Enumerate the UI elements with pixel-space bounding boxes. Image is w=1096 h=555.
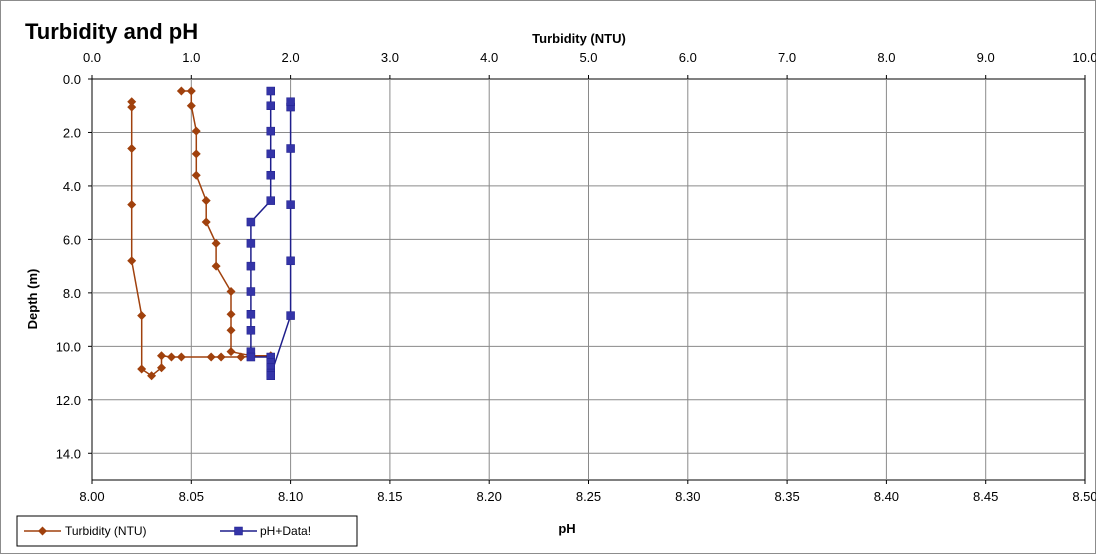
data-point-diamond	[157, 363, 167, 373]
data-point-diamond	[176, 86, 186, 96]
x-top-tick-label: 8.0	[877, 50, 895, 65]
data-point-square	[266, 371, 275, 380]
data-point-square	[286, 200, 295, 209]
data-point-diamond	[127, 144, 137, 154]
data-point-diamond	[127, 97, 137, 107]
gridlines	[92, 79, 1085, 480]
y-tick-label: 4.0	[63, 179, 81, 194]
data-point-diamond	[211, 238, 221, 248]
x-top-tick-label: 0.0	[83, 50, 101, 65]
data-point-diamond	[201, 217, 211, 227]
x-bottom-tick-label: 8.15	[377, 489, 402, 504]
data-point-square	[246, 217, 256, 227]
chart-title: Turbidity and pH	[25, 19, 198, 44]
data-point-diamond	[137, 364, 147, 374]
y-tick-label: 10.0	[56, 339, 81, 354]
y-tick-label: 0.0	[63, 72, 81, 87]
legend-label-turbidity: Turbidity (NTU)	[65, 524, 147, 538]
data-point-square	[246, 239, 256, 248]
x-top-axis-title: Turbidity (NTU)	[532, 31, 626, 46]
x-bottom-tick-label: 8.05	[179, 489, 204, 504]
series-1	[246, 86, 295, 380]
data-point-square	[286, 144, 295, 153]
x-bottom-tick-label: 8.50	[1072, 489, 1096, 504]
data-point-square	[266, 196, 275, 205]
data-point-square	[246, 261, 256, 271]
x-top-tick-label: 2.0	[282, 50, 300, 65]
x-top-tick-label: 3.0	[381, 50, 399, 65]
data-point-square	[266, 170, 275, 180]
data-point-diamond	[211, 261, 221, 271]
data-point-square	[246, 310, 256, 319]
data-point-square	[266, 126, 275, 136]
data-point-diamond	[137, 311, 147, 321]
data-point-diamond	[191, 170, 201, 180]
x-top-tick-label: 4.0	[480, 50, 498, 65]
data-point-diamond	[191, 149, 201, 159]
y-axis-title: Depth (m)	[25, 269, 40, 330]
x-top-tick-label: 10.0	[1072, 50, 1096, 65]
data-point-diamond	[186, 101, 196, 111]
data-point-square	[246, 287, 256, 296]
data-point-square	[286, 311, 295, 320]
tick-labels: 0.0 1.0 2.0 3.0 4.0 5.0 6.0 7.0 8.0 9.0 10.0 8.00 8.…	[56, 50, 1096, 504]
x-top-tick-label: 7.0	[778, 50, 796, 65]
data-point-square	[266, 86, 275, 96]
data-point-diamond	[166, 352, 176, 362]
data-point-diamond	[186, 86, 196, 96]
data-point-diamond	[236, 352, 246, 362]
x-bottom-tick-label: 8.30	[675, 489, 700, 504]
y-tick-label: 12.0	[56, 393, 81, 408]
data-point-diamond	[226, 325, 236, 335]
data-point-square	[266, 149, 275, 159]
data-point-square	[286, 256, 295, 266]
x-top-tick-label: 6.0	[679, 50, 697, 65]
y-tick-label: 14.0	[56, 446, 81, 461]
x-bottom-tick-label: 8.45	[973, 489, 998, 504]
data-point-diamond	[127, 200, 137, 210]
legend-marker-turbidity	[38, 526, 47, 536]
data-point-square	[246, 352, 256, 362]
y-tick-label: 2.0	[63, 125, 81, 140]
x-bottom-tick-label: 8.00	[79, 489, 104, 504]
data-point-diamond	[157, 351, 167, 361]
data-point-square	[266, 101, 275, 110]
x-bottom-tick-label: 8.25	[576, 489, 601, 504]
legend-label-ph: pH+Data!	[260, 524, 311, 538]
data-point-diamond	[216, 352, 226, 362]
y-tick-label: 8.0	[63, 286, 81, 301]
legend-box	[16, 515, 358, 547]
x-bottom-tick-label: 8.35	[774, 489, 799, 504]
series-group	[127, 86, 295, 381]
data-point-diamond	[226, 287, 236, 297]
data-point-diamond	[127, 256, 137, 266]
y-tick-label: 6.0	[63, 232, 81, 247]
data-point-diamond	[201, 196, 211, 206]
data-point-square	[286, 97, 295, 106]
x-bottom-tick-label: 8.20	[477, 489, 502, 504]
data-point-diamond	[206, 352, 216, 362]
x-bottom-tick-label: 8.40	[874, 489, 899, 504]
legend-marker-ph	[234, 526, 243, 536]
x-top-tick-label: 9.0	[977, 50, 995, 65]
legend: Turbidity (NTU) pH+Data!	[16, 515, 358, 547]
data-point-diamond	[226, 347, 236, 357]
x-bottom-tick-label: 8.10	[278, 489, 303, 504]
data-point-diamond	[191, 126, 201, 136]
data-point-diamond	[127, 102, 137, 112]
data-point-diamond	[226, 309, 236, 319]
x-top-tick-label: 1.0	[182, 50, 200, 65]
x-top-tick-label: 5.0	[579, 50, 597, 65]
data-point-diamond	[176, 352, 186, 362]
x-bottom-axis-title: pH	[558, 521, 575, 536]
data-point-diamond	[147, 371, 157, 381]
data-point-square	[246, 326, 256, 335]
